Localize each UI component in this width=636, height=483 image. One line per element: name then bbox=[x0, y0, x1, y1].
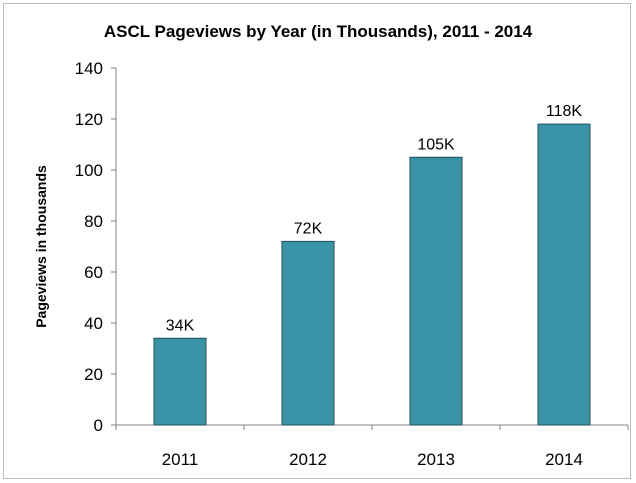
x-tick-label-2012: 2012 bbox=[289, 450, 327, 469]
y-tick-label: 120 bbox=[75, 110, 103, 129]
x-tick-label-2014: 2014 bbox=[545, 450, 583, 469]
data-label-2011: 34K bbox=[166, 317, 195, 334]
data-label-2014: 118K bbox=[546, 103, 583, 120]
y-axis-label: Pageviews in thousands bbox=[33, 165, 49, 328]
chart-title: ASCL Pageviews by Year (in Thousands), 2… bbox=[103, 22, 533, 41]
x-tick-label-2011: 2011 bbox=[162, 450, 199, 469]
bar-2013 bbox=[409, 156, 463, 426]
bar-2014 bbox=[537, 123, 591, 426]
y-tick-label: 20 bbox=[84, 365, 103, 384]
data-label-2013: 105K bbox=[417, 136, 455, 153]
y-tick-label: 140 bbox=[75, 59, 103, 78]
x-tick-label-2013: 2013 bbox=[417, 450, 455, 469]
y-tick-label: 80 bbox=[84, 212, 103, 231]
y-tick-label: 60 bbox=[84, 263, 103, 282]
bar-2011 bbox=[153, 337, 207, 426]
bar-2012 bbox=[281, 240, 335, 426]
y-tick-label: 40 bbox=[84, 314, 103, 333]
y-tick-label: 100 bbox=[75, 161, 103, 180]
data-label-2012: 72K bbox=[294, 220, 323, 237]
y-tick-label: 0 bbox=[94, 416, 103, 435]
